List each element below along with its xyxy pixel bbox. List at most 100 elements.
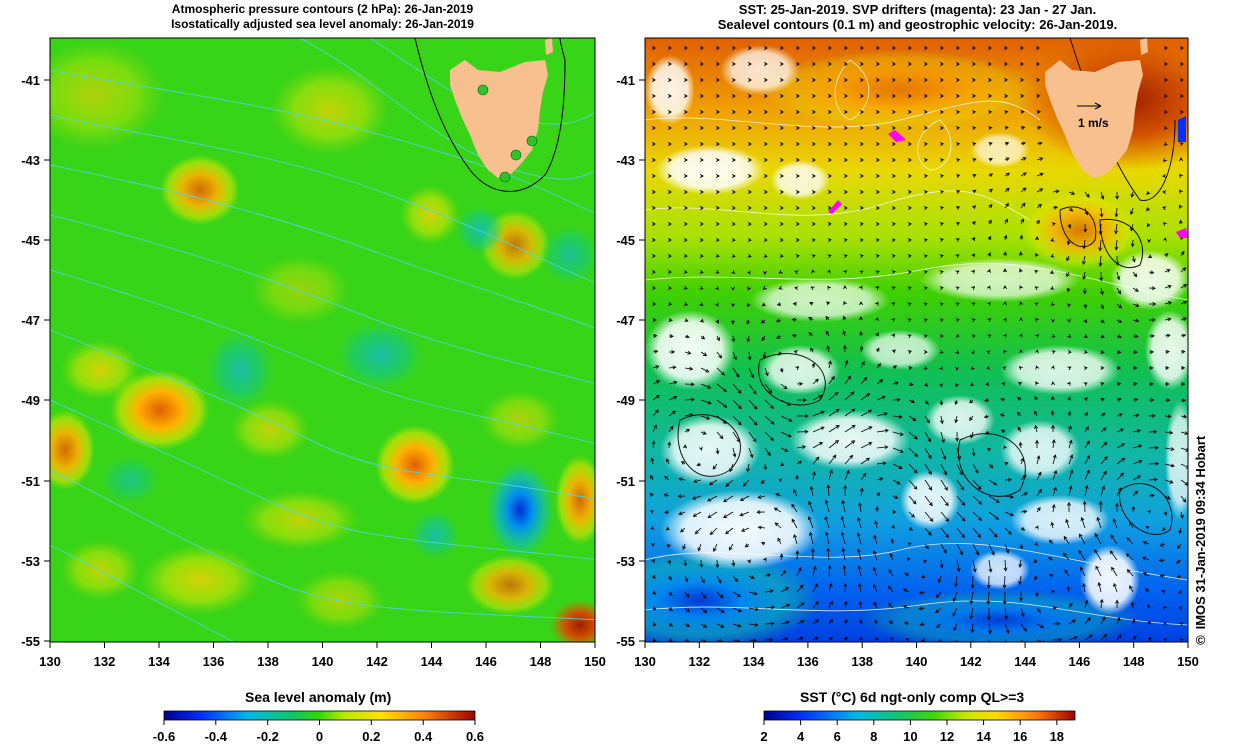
velocity-vector	[731, 335, 736, 343]
left-x-label-4: 138	[257, 654, 279, 669]
velocity-vector	[876, 379, 884, 385]
sla-cbar-label-3: 0	[316, 729, 323, 744]
left-title-line1: Atmospheric pressure contours (2 hPa): 2…	[171, 2, 474, 16]
sla-cbar-label-0: -0.6	[153, 729, 175, 744]
velocity-vector	[808, 317, 814, 321]
velocity-vector	[1100, 303, 1105, 310]
velocity-vector	[667, 190, 672, 194]
velocity-vector	[828, 408, 840, 417]
velocity-vector	[714, 286, 719, 291]
velocity-vector	[764, 431, 775, 442]
velocity-vector	[780, 462, 785, 467]
velocity-vector	[939, 334, 944, 338]
velocity-vector	[693, 479, 702, 483]
sla-blob-9	[335, 320, 425, 390]
velocity-vector	[651, 78, 656, 82]
velocity-vector	[1050, 521, 1055, 529]
velocity-vector	[731, 269, 736, 274]
velocity-vector	[1084, 207, 1089, 216]
velocity-vector	[859, 270, 864, 275]
velocity-vector	[668, 410, 677, 417]
velocity-vector	[828, 439, 840, 449]
velocity-vector	[1065, 518, 1070, 529]
velocity-vector	[858, 618, 863, 625]
velocity-vector	[876, 363, 882, 369]
velocity-vector	[700, 607, 708, 614]
velocity-vector	[796, 381, 804, 386]
right-y-label-7: -55	[616, 634, 635, 649]
velocity-vector	[955, 158, 961, 163]
velocity-vector	[891, 78, 896, 82]
velocity-vector	[668, 334, 674, 339]
velocity-vector	[1067, 366, 1072, 371]
velocity-vector	[1131, 618, 1136, 625]
velocity-vector	[972, 527, 982, 538]
velocity-vector	[668, 365, 677, 370]
copyright-symbol: ©	[1195, 632, 1206, 648]
sla-blob-14	[375, 425, 455, 505]
velocity-vector	[826, 547, 831, 561]
velocity-vector	[875, 238, 880, 243]
velocity-vector	[953, 623, 958, 631]
velocity-vector	[1130, 207, 1134, 216]
velocity-vector	[700, 399, 712, 405]
velocity-vector	[939, 254, 944, 259]
velocity-vector	[988, 126, 993, 130]
velocity-vector	[843, 174, 848, 178]
velocity-vector	[1066, 255, 1070, 262]
velocity-vector	[683, 142, 688, 146]
velocity-vector	[683, 94, 688, 98]
velocity-vector	[988, 463, 994, 469]
velocity-vector	[939, 126, 945, 130]
velocity-vector	[764, 415, 775, 425]
velocity-vector	[1036, 203, 1042, 209]
velocity-vector	[1036, 188, 1044, 193]
velocity-vector	[891, 142, 896, 146]
velocity-vector	[1164, 479, 1174, 484]
velocity-vector	[1129, 585, 1134, 593]
velocity-vector	[1003, 559, 1008, 572]
velocity-vector	[665, 526, 670, 531]
velocity-vector	[923, 318, 928, 323]
velocity-vector	[860, 361, 865, 369]
velocity-vector	[956, 174, 961, 178]
velocity-vector	[741, 527, 750, 532]
velocity-vector	[843, 618, 848, 625]
velocity-vector	[652, 380, 661, 385]
sla-colorbar-ticks	[163, 720, 476, 725]
velocity-vector	[652, 365, 660, 369]
velocity-vector	[875, 174, 880, 178]
sla-blob-26	[250, 255, 350, 325]
velocity-vector	[939, 110, 944, 114]
velocity-vector	[1164, 317, 1172, 322]
velocity-vector	[795, 94, 800, 98]
velocity-vector	[891, 349, 896, 354]
velocity-vector	[972, 479, 982, 490]
velocity-vector	[955, 94, 960, 98]
velocity-vector	[857, 565, 862, 577]
velocity-vector	[1083, 349, 1088, 354]
velocity-vector	[1052, 454, 1057, 465]
velocity-vector	[935, 591, 942, 599]
velocity-vector	[919, 622, 926, 627]
velocity-vector	[828, 454, 837, 465]
velocity-vector	[828, 360, 832, 369]
velocity-vector	[1115, 502, 1120, 513]
velocity-vector	[1132, 459, 1143, 465]
velocity-vector	[715, 190, 720, 194]
velocity-vector	[972, 110, 977, 114]
velocity-vector	[923, 206, 928, 211]
velocity-vector	[747, 126, 752, 130]
velocity-vector	[1164, 284, 1172, 289]
velocity-vector	[797, 398, 807, 402]
velocity-vector	[795, 142, 800, 146]
velocity-vector	[748, 367, 754, 379]
velocity-vector	[876, 412, 889, 417]
velocity-vector	[780, 383, 788, 390]
velocity-vector	[1020, 141, 1027, 146]
velocity-vector	[729, 463, 734, 473]
velocity-vector	[985, 430, 990, 435]
velocity-vector	[827, 110, 832, 114]
velocity-vector	[955, 302, 960, 307]
right-x-label-2: 134	[743, 654, 765, 669]
